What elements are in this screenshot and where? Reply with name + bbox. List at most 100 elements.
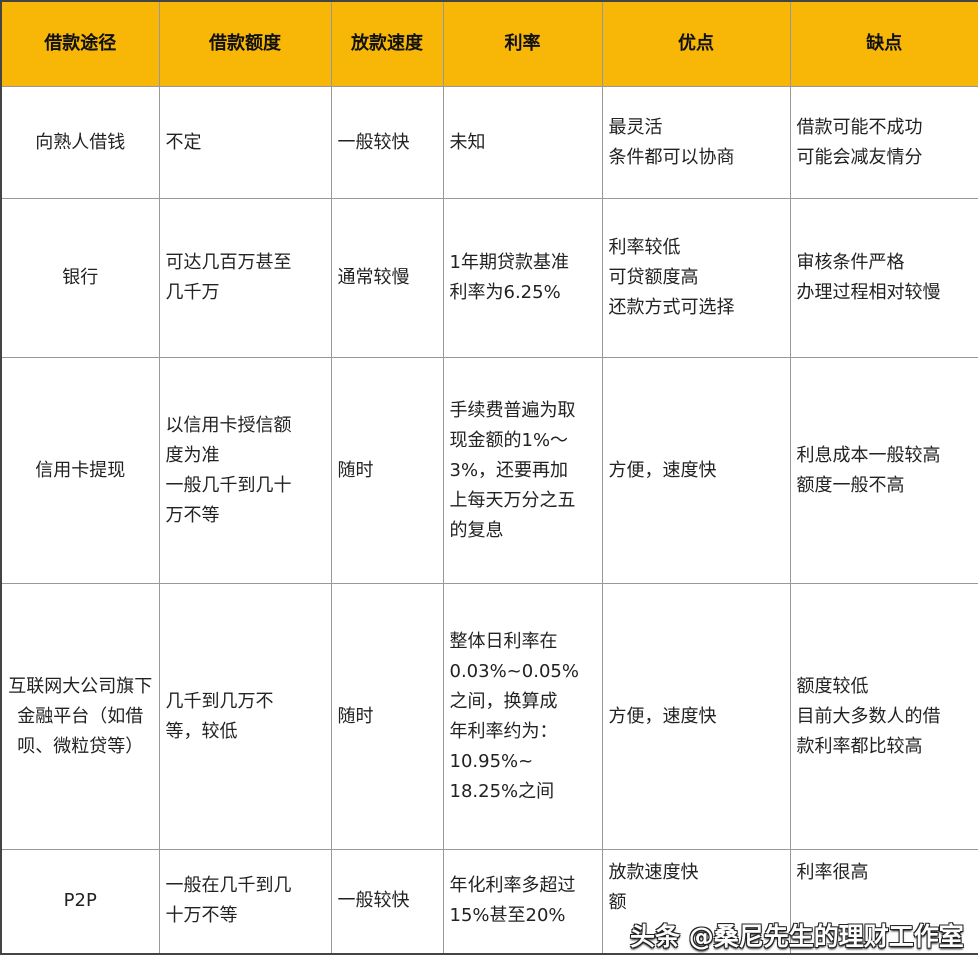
cell-cons: 额度较低目前大多数人的借 款利率都比较高	[789, 583, 978, 850]
cell-cons: 借款可能不成功 可能会减友情分	[789, 86, 978, 199]
route-text: 向熟人借钱	[35, 131, 126, 153]
table-row: 向熟人借钱 不定 一般较快 未知 最灵活 条件都可以协商 借款可能不成功 可能会减友情分	[0, 86, 978, 199]
cell-pros: 方便，速度快	[601, 357, 791, 584]
cell-amount: 一般在几千到几 十万不等	[158, 849, 332, 954]
speed-text: 通常较慢	[337, 267, 410, 288]
cons-line: 可能会减友情分	[796, 146, 923, 168]
rate-line: 的复息	[449, 519, 504, 541]
cell-rate: 年化利率多超过 15%甚至20%	[442, 849, 603, 954]
pros-line: 最灵活	[608, 116, 663, 138]
cell-pros: 放款速度快额	[601, 849, 791, 954]
cell-rate: 1年期贷款基准 利率为6.25%	[442, 198, 603, 358]
table-row: 信用卡提现 以信用卡授信额 度为准 一般几千到几十 万不等 随时 手续费普遍为取 现金额的1%…	[0, 357, 978, 584]
cons-line: 审核条件严格	[796, 252, 905, 273]
header-route: 借款途径	[0, 0, 160, 87]
rate-line: 0.03%~0.05%	[449, 660, 579, 682]
speed-text: 随时	[337, 459, 374, 481]
cell-amount: 可达几百万甚至 几千万	[158, 198, 332, 358]
route-text: 信用卡提现	[35, 459, 126, 481]
watermark: 头条 @桑尼先生的理财工作室	[630, 922, 964, 951]
amount-line: 以信用卡授信额	[165, 414, 292, 436]
cell-route: 互联网大公司旗下金融平台（如借呗、微粒贷等）	[0, 583, 160, 850]
cell-route: 信用卡提现	[0, 357, 160, 584]
cell-amount: 以信用卡授信额 度为准一般几千到几十 万不等	[158, 357, 332, 584]
route-text: 互联网大公司旗下金融平台（如借呗、微粒贷等）	[8, 675, 153, 757]
cell-speed: 一般较快	[330, 86, 444, 199]
cell-route: 向熟人借钱	[0, 86, 160, 199]
route-text: 银行	[62, 267, 99, 288]
rate-line: 现金额的1%～	[449, 429, 569, 451]
rate-line: 手续费普遍为取	[449, 399, 576, 421]
amount-line: 万不等	[165, 504, 220, 526]
rate-line: 10.95%~	[449, 750, 534, 772]
rate-line: 年化利率多超过	[449, 875, 576, 897]
cell-rate: 整体日利率在 0.03%~0.05% 之间，换算成 年利率约为： 10.95%~ 18.2…	[442, 583, 603, 850]
table-row: 银行 可达几百万甚至 几千万 通常较慢 1年期贷款基准 利率为6.25% 利率较低 可贷额度高…	[0, 198, 978, 358]
header-pros: 优点	[601, 0, 791, 87]
cons-line: 借款可能不成功	[796, 116, 923, 138]
cell-pros: 利率较低可贷额度高还款方式可选择	[601, 198, 791, 358]
cell-route: 银行	[0, 198, 160, 358]
cell-speed: 随时	[330, 357, 444, 584]
cell-pros: 最灵活条件都可以协商	[601, 86, 791, 199]
cons-line: 办理过程相对较慢	[796, 282, 941, 303]
rate-line: 18.25%之间	[449, 780, 555, 802]
cons-line: 目前大多数人的借	[796, 705, 941, 727]
cons-line: 利息成本一般较高	[796, 444, 941, 466]
amount-line: 不定	[165, 131, 202, 153]
amount-line: 一般在几千到几	[165, 875, 292, 897]
rate-line: 3%，还要再加	[449, 459, 569, 481]
cell-pros: 方便，速度快	[601, 583, 791, 850]
speed-text: 一般较快	[337, 890, 410, 912]
rate-line: 上每天万分之五	[449, 489, 576, 511]
rate-line: 年利率约为：	[449, 720, 558, 742]
pros-line: 方便，速度快	[608, 459, 717, 481]
header-cons: 缺点	[789, 0, 978, 87]
cell-rate: 未知	[442, 86, 603, 199]
pros-line: 条件都可以协商	[608, 146, 735, 168]
header-rate: 利率	[442, 0, 603, 87]
amount-line: 等，较低	[165, 720, 238, 742]
cell-route: P2P	[0, 849, 160, 954]
rate-line: 整体日利率在	[449, 630, 558, 652]
pros-line: 可贷额度高	[608, 267, 699, 288]
amount-line: 几千万	[165, 282, 220, 303]
cons-line: 额度较低	[796, 675, 869, 697]
header-amount: 借款额度	[158, 0, 332, 87]
amount-line: 十万不等	[165, 905, 238, 927]
amount-line: 可达几百万甚至	[165, 252, 292, 273]
cell-amount: 几千到几万不 等，较低	[158, 583, 332, 850]
pros-line: 放款速度快	[608, 862, 699, 883]
amount-line: 度为准	[165, 444, 220, 466]
rate-line: 1年期贷款基准	[449, 252, 569, 273]
pros-line: 额	[608, 892, 627, 913]
cell-amount: 不定	[158, 86, 332, 199]
cell-cons: 利率很高	[789, 849, 978, 954]
rate-line: 15%甚至20%	[449, 905, 566, 927]
table-row: P2P 一般在几千到几 十万不等 一般较快 年化利率多超过 15%甚至20% 放款速度快额利…	[0, 849, 978, 954]
cell-speed: 一般较快	[330, 849, 444, 954]
cons-line: 利率很高	[796, 862, 869, 883]
amount-line: 几千到几万不	[165, 690, 274, 712]
route-text: P2P	[63, 890, 97, 912]
cell-cons: 利息成本一般较高 额度一般不高	[789, 357, 978, 584]
table-row: 互联网大公司旗下金融平台（如借呗、微粒贷等） 几千到几万不 等，较低 随时 整体日利率在…	[0, 583, 978, 850]
rate-line: 未知	[449, 131, 486, 153]
header-speed: 放款速度	[330, 0, 444, 87]
pros-line: 还款方式可选择	[608, 297, 735, 318]
speed-text: 随时	[337, 705, 374, 727]
cell-cons: 审核条件严格办理过程相对较慢	[789, 198, 978, 358]
amount-line: 一般几千到几十	[165, 474, 292, 496]
cell-speed: 通常较慢	[330, 198, 444, 358]
cell-speed: 随时	[330, 583, 444, 850]
cons-line: 款利率都比较高	[796, 735, 923, 757]
pros-line: 利率较低	[608, 237, 681, 258]
header-row: 借款途径 借款额度 放款速度 利率 优点 缺点	[0, 0, 978, 87]
speed-text: 一般较快	[337, 131, 410, 153]
cell-rate: 手续费普遍为取 现金额的1%～ 3%，还要再加 上每天万分之五 的复息	[442, 357, 603, 584]
rate-line: 利率为6.25%	[449, 282, 561, 303]
cons-line: 额度一般不高	[796, 474, 905, 496]
rate-line: 之间，换算成	[449, 690, 558, 712]
pros-line: 方便，速度快	[608, 705, 717, 727]
